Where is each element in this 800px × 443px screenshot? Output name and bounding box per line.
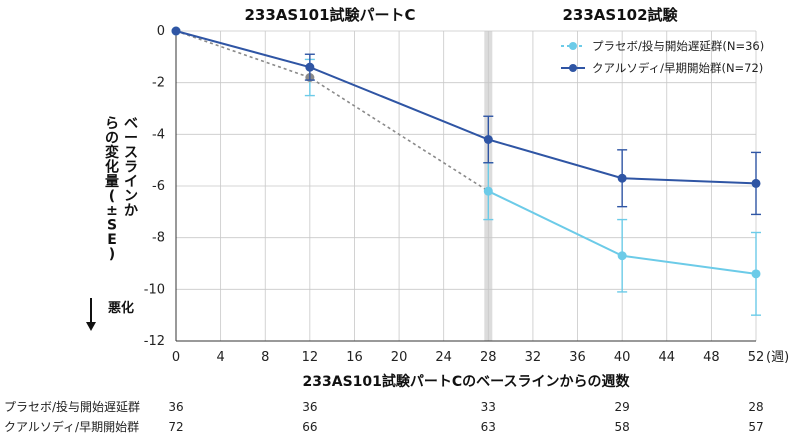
worse-arrow [86,298,96,331]
y-tick-label: -4 [152,127,165,142]
y-tick-label: -2 [152,76,165,91]
x-tick-label: 32 [525,350,542,365]
worse-label: 悪化 [108,300,134,316]
x-tick-label: 44 [658,350,675,365]
x-tick-label: 28 [480,350,497,365]
y-axis-title-char: ラ [124,160,138,176]
x-tick-label: 4 [216,350,224,365]
qalsody-point [171,26,181,36]
risk-count: 36 [168,400,183,414]
y-tick-label: -10 [144,282,165,297]
y-axis-title-char: ± [106,203,118,219]
y-axis-title-char: ベ [124,116,138,132]
x-tick-label: 8 [261,350,269,365]
y-axis-title-char: 変 [105,144,119,161]
x-tick-label: 48 [703,350,720,365]
risk-count: 57 [748,420,763,434]
y-axis-title-char: ) [109,247,115,263]
y-tick-label: -8 [152,231,165,246]
y-axis-title-char: 量 [105,174,119,190]
x-tick-label: 0 [172,350,180,365]
y-tick-label: -12 [144,334,165,349]
risk-count: 29 [615,400,630,414]
y-tick-label: 0 [157,24,165,39]
legend: プラセボ/投与開始遅延群(N=36) クアルソディ/早期開始群(N=72) [561,39,764,75]
x-tick-label: 52 [748,350,765,365]
risk-count: 28 [748,400,763,414]
legend-placebo-marker [569,42,577,50]
legend-qalsody-marker [569,64,577,72]
qalsody-point [305,62,315,72]
x-tick-label: 40 [614,350,631,365]
placebo-point [617,251,627,261]
risk-row-label: プラセボ/投与開始遅延群 [4,399,140,414]
legend-qalsody-label: クアルソディ/早期開始群(N=72) [592,61,763,75]
axes: 0 4 8 12 16 20 24 28 32 36 40 44 48 520-2-4-6-8-10-12 [144,24,765,365]
qalsody-point [617,173,627,183]
qalsody-line [175,30,757,185]
y-axis-title-char: ー [124,131,138,147]
risk-count: 33 [481,400,496,414]
placebo-point [751,269,761,279]
section-title-left: 233AS101試験パートC [244,6,415,24]
section-title-right: 233AS102試験 [562,6,678,24]
y-axis-title-char: イ [124,174,138,190]
y-axis-title-char: の [105,131,119,147]
risk-count: 36 [302,400,317,414]
y-axis-title-char: ら [105,116,119,132]
y-axis-title-char: 化 [105,159,119,176]
x-tick-label: 16 [346,350,363,365]
y-axis-title-char: ( [109,189,115,205]
y-axis-title-char: ン [124,189,138,205]
placebo-line-dashed [175,30,489,192]
x-tick-label: 12 [302,350,319,365]
risk-count: 66 [302,420,317,434]
qalsody-point [751,178,761,188]
risk-count: 72 [168,420,183,434]
y-axis-title-char: ス [124,145,138,161]
legend-placebo-label: プラセボ/投与開始遅延群(N=36) [592,39,764,53]
grid-lines [175,30,757,342]
series-layer [171,26,761,316]
qalsody-point [483,135,493,144]
x-unit-label: (週) [766,350,789,365]
risk-count: 63 [481,420,496,434]
x-tick-label: 24 [435,350,452,365]
y-axis-title-char: か [124,203,138,219]
y-axis-title-char: S [107,218,117,234]
placebo-point [483,186,493,196]
x-tick-label: 36 [569,350,586,365]
x-tick-label: 20 [391,350,408,365]
y-axis-title-char: E [107,232,117,248]
x-axis-title: 233AS101試験パートCのベースラインからの週数 [303,373,631,390]
risk-row-label: クアルソディ/早期開始群 [4,419,139,434]
risk-count: 58 [615,420,630,434]
risk-table: プラセボ/投与開始遅延群 36 36 33 29 28 クアルソディ/早期開始群 72 66 63… [4,399,764,434]
y-tick-label: -6 [152,179,165,194]
